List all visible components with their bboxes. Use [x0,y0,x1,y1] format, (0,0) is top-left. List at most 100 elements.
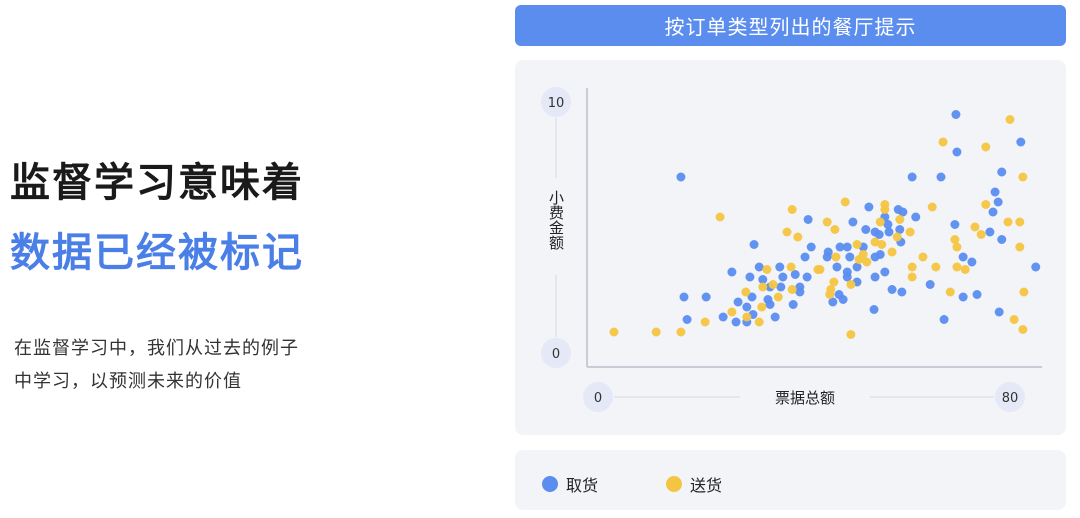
data-point-delivery [1005,115,1015,124]
heading-line-2: 数据已经被标记 [10,230,304,276]
data-point-delivery [854,255,864,264]
legend-item-pickup: 取货 [542,472,598,496]
data-point-pickup [993,197,1003,207]
x-tick-label-min: 0 [594,391,602,406]
data-point-pickup [733,297,743,307]
data-point-delivery [927,202,937,212]
data-point-delivery [741,287,751,297]
x-tick-label-max: 80 [1002,391,1019,406]
legend-item-delivery: 送货 [666,472,722,496]
data-point-delivery [852,240,862,249]
y-tick-label-max: 10 [548,96,565,111]
legend-marker-pickup [542,476,558,492]
data-point-pickup [838,295,848,304]
data-point-delivery [970,222,980,232]
data-point-delivery [976,230,986,239]
data-point-delivery [862,257,872,267]
chart-card [515,60,1066,435]
data-point-pickup [832,262,842,272]
data-point-delivery [960,265,970,274]
data-point-delivery [840,197,850,207]
data-point-delivery [609,327,619,337]
data-point-pickup [682,315,692,324]
data-point-delivery [892,232,902,242]
data-point-delivery [727,307,737,317]
data-point-delivery [905,227,915,237]
data-point-pickup [911,212,921,222]
data-point-delivery [815,265,825,274]
data-point-delivery [787,205,797,214]
y-tick-badge-top [541,87,571,117]
y-axis-label: 小费金额 [547,190,565,250]
data-point-delivery [952,242,962,252]
data-point-pickup [895,225,905,234]
data-point-delivery [907,272,917,282]
x-tick-badge-right [995,382,1025,412]
data-point-pickup [883,220,893,229]
data-point-pickup [845,252,855,262]
data-point-pickup [823,247,833,257]
data-point-pickup [1031,262,1041,272]
data-point-pickup [870,272,880,282]
data-point-delivery [825,290,835,299]
data-point-pickup [828,297,838,307]
data-point-delivery [762,265,772,274]
data-point-pickup [718,312,728,322]
data-point-delivery [1018,325,1028,334]
data-point-delivery [787,285,797,294]
data-point-delivery [700,317,710,327]
data-point-pickup [701,292,711,302]
data-point-pickup [795,287,805,297]
data-point-pickup [958,292,968,302]
legend-label-pickup: 取货 [566,476,599,495]
data-point-pickup [939,315,949,324]
data-point-pickup [887,285,897,294]
data-point-delivery [895,215,905,224]
data-point-pickup [835,242,845,252]
data-point-pickup [800,252,810,262]
data-point-pickup [788,300,798,309]
data-point-pickup [875,250,885,259]
data-point-pickup [778,272,788,282]
data-point-pickup [806,242,816,252]
data-point-delivery [773,292,783,302]
data-point-pickup [950,220,960,229]
data-point-pickup [925,280,935,289]
data-point-delivery [950,235,960,244]
data-point-delivery [1015,217,1025,227]
data-point-delivery [880,205,890,214]
data-point-delivery [1009,315,1019,324]
data-point-pickup [770,312,780,322]
chart-title: 按订单类型列出的餐厅提示 [515,5,1066,46]
description-line-1: 在监督学习中，我们从过去的例子 [14,338,299,359]
data-point-delivery [757,302,767,312]
data-point-pickup [884,227,894,237]
data-point-pickup [898,207,908,217]
data-point-pickup [790,270,800,279]
data-point-pickup [842,242,852,252]
data-point-pickup [874,230,884,239]
data-point-pickup [951,110,961,119]
legend-marker-delivery [666,476,682,492]
data-point-delivery [793,232,803,242]
data-point-pickup [958,252,968,262]
data-point-delivery [830,225,840,234]
data-point-delivery [938,137,948,147]
data-point-pickup [880,267,890,277]
data-point-pickup [747,292,757,302]
data-point-pickup [731,317,741,327]
data-point-pickup [848,217,858,227]
data-point-delivery [742,312,752,322]
data-point-delivery [786,262,796,272]
data-point-pickup [742,302,752,312]
data-point-delivery [822,217,832,227]
data-point-pickup [802,272,812,282]
data-point-delivery [945,287,955,297]
data-point-delivery [782,227,792,237]
data-point-pickup [972,290,982,299]
data-points [609,110,1041,339]
data-point-pickup [952,147,962,157]
data-point-delivery [931,262,941,272]
data-point-delivery [1018,172,1028,182]
